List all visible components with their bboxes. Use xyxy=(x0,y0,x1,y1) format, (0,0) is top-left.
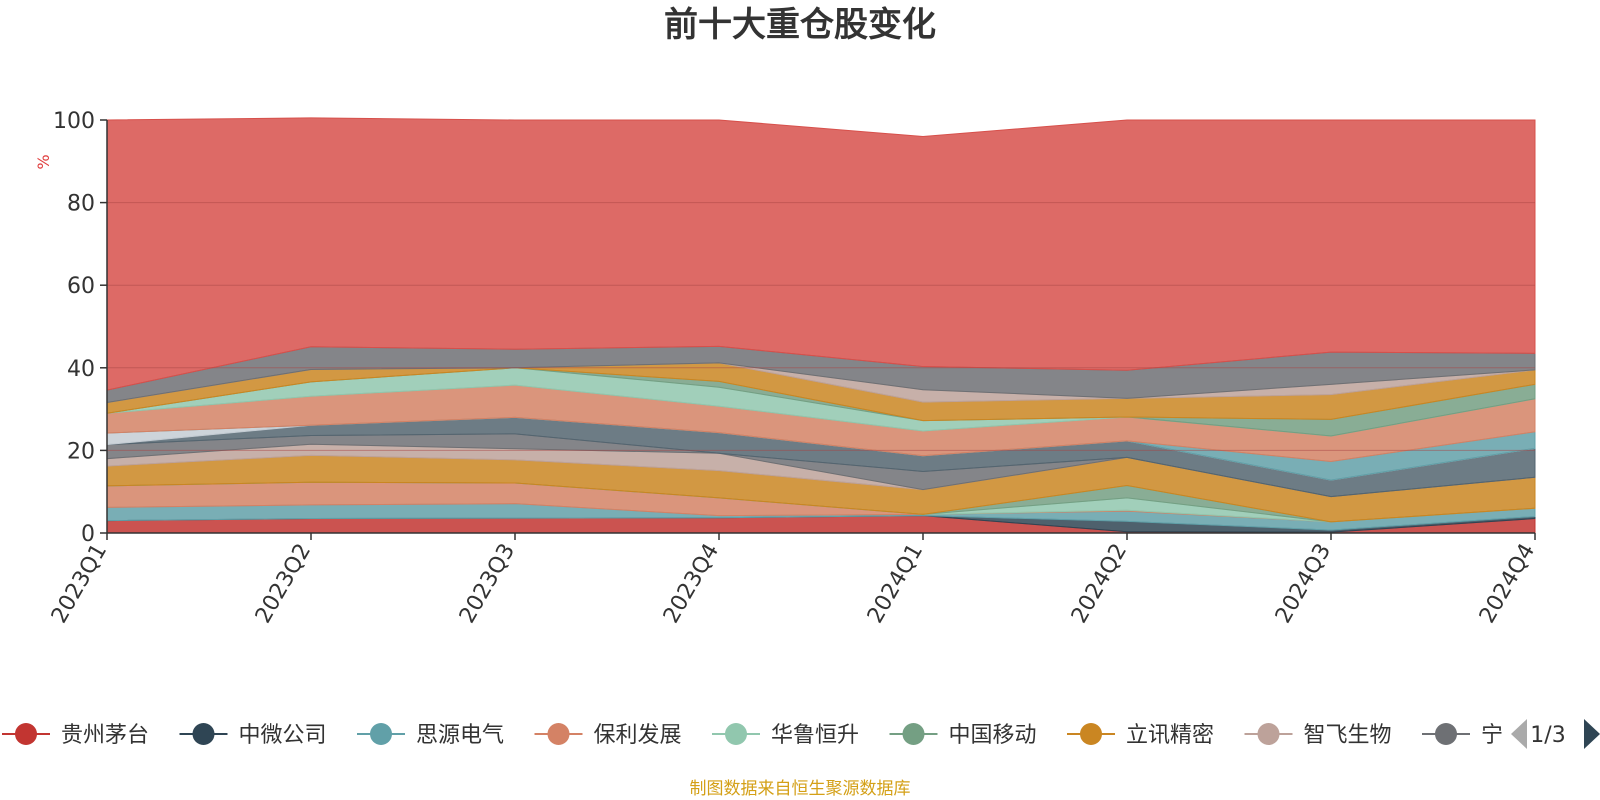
legend-marker xyxy=(192,723,215,745)
legend-label: 华鲁恒升 xyxy=(771,723,859,748)
legend-marker xyxy=(902,723,925,745)
legend-marker xyxy=(1257,723,1280,745)
area-series-19[interactable] xyxy=(106,117,1536,391)
x-tick-label: 2023Q2 xyxy=(251,540,316,628)
data-source-note: 制图数据来自恒生聚源数据库 xyxy=(690,779,911,799)
legend-item[interactable]: 贵州茅台 xyxy=(2,723,149,748)
legend-label: 中国移动 xyxy=(949,723,1037,748)
y-tick-label: 60 xyxy=(67,274,95,299)
legend-label: 思源电气 xyxy=(416,723,504,748)
x-tick-label: 2024Q2 xyxy=(1067,540,1132,628)
y-tick-label: 20 xyxy=(67,439,95,464)
y-tick-label: 100 xyxy=(53,109,95,134)
legend-item[interactable]: 华鲁恒升 xyxy=(712,723,859,748)
legend-label: 宁 xyxy=(1481,723,1503,748)
legend-label: 智飞生物 xyxy=(1304,723,1392,748)
chart-title: 前十大重仓股变化 xyxy=(664,5,936,45)
triangle-right-icon[interactable] xyxy=(1584,719,1600,749)
legend-page-indicator: 1/3 xyxy=(1530,723,1565,748)
x-tick-label: 2024Q4 xyxy=(1475,540,1540,628)
legend-marker xyxy=(725,723,747,745)
grid-lines xyxy=(107,202,1535,451)
legend-marker xyxy=(1435,723,1457,745)
legend-label: 贵州茅台 xyxy=(61,723,149,748)
x-tick-label: 2024Q3 xyxy=(1271,540,1336,628)
legend: 贵州茅台 中微公司 思源电气 保利发展 华鲁恒升 中国移动 立讯精密 智飞生物 宁 xyxy=(2,723,1503,748)
x-tick-label: 2023Q1 xyxy=(47,540,112,628)
legend-item[interactable]: 保利发展 xyxy=(534,723,682,748)
legend-item[interactable]: 智飞生物 xyxy=(1244,723,1392,748)
legend-pager: 1/3 xyxy=(1511,719,1600,749)
y-axis-unit: % xyxy=(34,154,53,169)
x-tick-label: 2023Q4 xyxy=(659,540,724,628)
legend-marker xyxy=(15,723,37,745)
legend-marker xyxy=(1080,723,1102,745)
legend-item[interactable]: 中国移动 xyxy=(889,723,1037,748)
legend-item[interactable]: 思源电气 xyxy=(357,723,504,748)
legend-item[interactable]: 宁 xyxy=(1422,723,1503,748)
plot-area xyxy=(106,117,1536,534)
x-tick-label: 2023Q3 xyxy=(455,540,520,628)
y-tick-label: 0 xyxy=(81,522,95,547)
y-tick-label: 40 xyxy=(67,357,95,382)
y-tick-label: 80 xyxy=(67,192,95,217)
x-tick-label: 2024Q1 xyxy=(863,540,928,628)
triangle-left-icon[interactable] xyxy=(1511,719,1527,749)
legend-item[interactable]: 中微公司 xyxy=(179,723,327,748)
legend-label: 立讯精密 xyxy=(1126,723,1214,748)
legend-label: 中微公司 xyxy=(239,723,327,748)
legend-item[interactable]: 立讯精密 xyxy=(1067,723,1214,748)
legend-marker xyxy=(370,723,392,745)
legend-label: 保利发展 xyxy=(594,723,682,748)
legend-marker xyxy=(547,723,570,745)
